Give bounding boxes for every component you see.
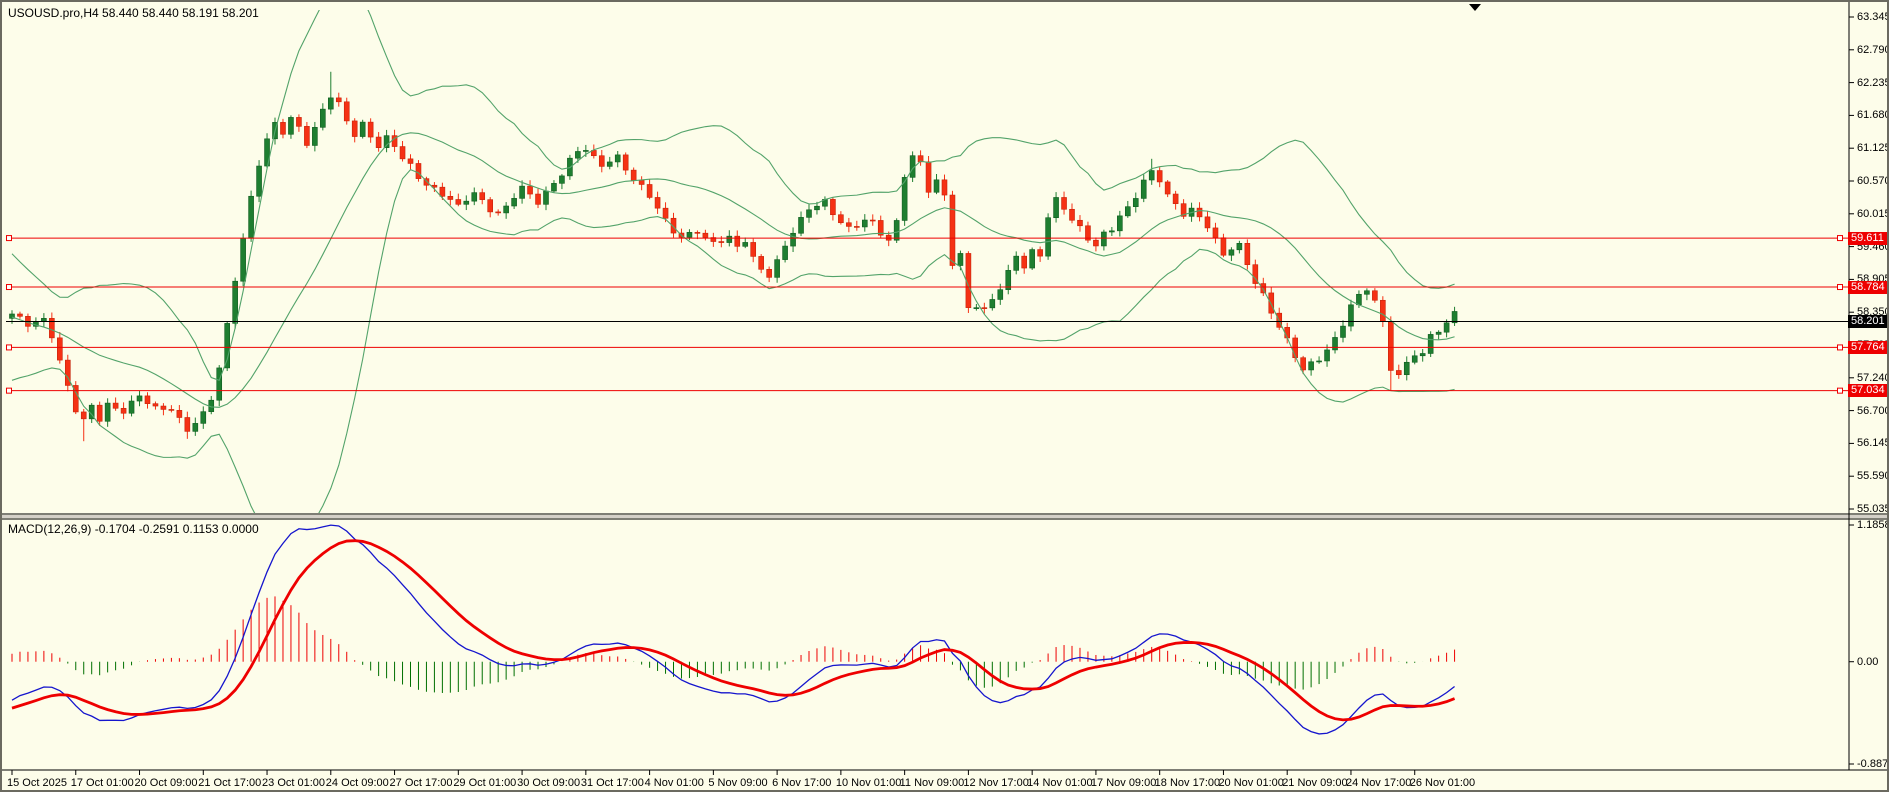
price-hline[interactable] <box>6 284 1848 291</box>
macd-line <box>11 524 1455 735</box>
hline-handle <box>6 344 12 351</box>
chart-frame <box>2 2 1887 775</box>
hline-handle <box>6 235 12 242</box>
hline-handle <box>1837 235 1843 242</box>
hline-handle <box>1837 387 1843 394</box>
macd-signal-line <box>11 539 1456 722</box>
hline-handle <box>6 284 12 291</box>
price-hline[interactable] <box>6 387 1848 394</box>
macd-plot <box>11 524 1456 735</box>
candles <box>9 71 1458 442</box>
hline-handle <box>1837 284 1843 291</box>
bollinger-bands <box>11 10 1455 513</box>
price-hline[interactable] <box>6 235 1848 242</box>
horizontal-lines[interactable] <box>6 235 1848 394</box>
price-hline[interactable] <box>6 344 1848 351</box>
hline-handle <box>6 387 12 394</box>
hline-handle <box>1837 344 1843 351</box>
